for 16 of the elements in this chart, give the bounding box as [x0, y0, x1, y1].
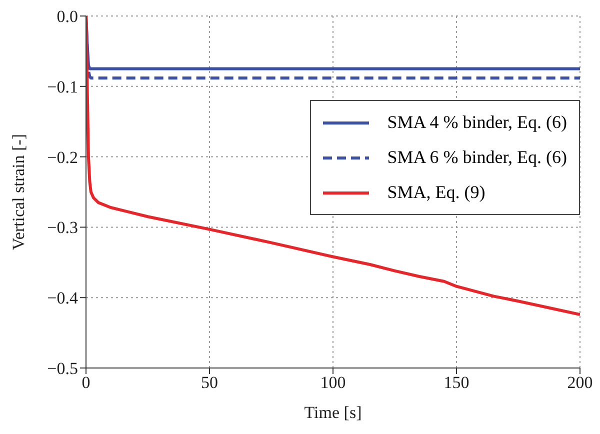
- y-tick-label: −0.5: [47, 359, 78, 378]
- y-tick-label: −0.3: [47, 218, 78, 238]
- y-axis-title: Vertical strain [-]: [9, 134, 28, 250]
- legend-label: SMA 4 % binder, Eq. (6): [387, 112, 567, 133]
- y-tick-label: −0.1: [47, 77, 78, 96]
- x-tick-label: 100: [320, 373, 346, 392]
- x-axis-title: Time [s]: [304, 403, 362, 422]
- x-tick-label: 0: [82, 373, 90, 392]
- y-tick-label: 0.0: [56, 7, 78, 26]
- legend-label: SMA 6 % binder, Eq. (6): [387, 147, 567, 168]
- x-tick-label: 150: [444, 373, 470, 392]
- x-tick-label: 50: [201, 373, 218, 392]
- x-tick-label: 200: [567, 373, 593, 392]
- legend-label: SMA, Eq. (9): [387, 182, 486, 203]
- y-tick-label: −0.2: [47, 148, 78, 167]
- y-tick-label: −0.4: [47, 288, 78, 308]
